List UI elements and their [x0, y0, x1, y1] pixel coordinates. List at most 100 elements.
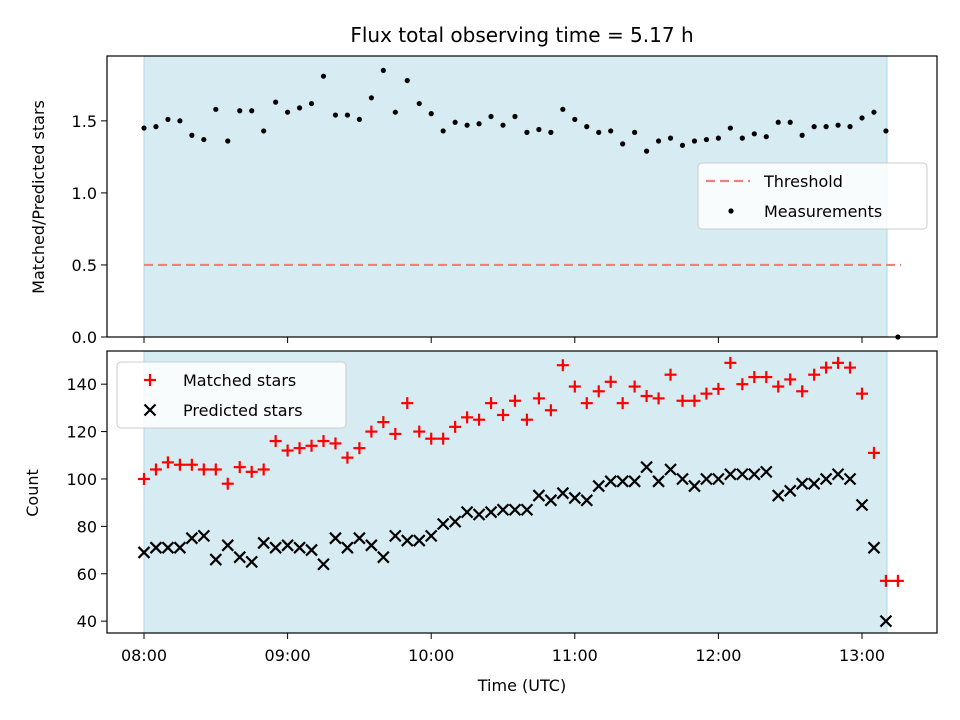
bottom-panel-point-1-47	[688, 394, 701, 407]
bottom-panel-point-2-14-b	[293, 541, 306, 554]
bottom-panel-point-1-15	[305, 439, 318, 452]
bottom-panel-point-1-9	[233, 461, 246, 474]
top-panel-point-1-21	[380, 67, 386, 74]
bottom-panel-point-1-26	[437, 432, 450, 445]
bottom-panel-point-2-57-b	[807, 477, 821, 490]
top-panel-point-1-4	[177, 118, 183, 124]
bottom-panel-point-2-55	[783, 484, 797, 498]
bottom-panel-legend-swatch-2	[143, 403, 157, 417]
bottom-panel-point-2-62	[867, 541, 881, 554]
bottom-panel-point-2-62-b	[867, 541, 881, 554]
bottom-panel-point-1-17	[329, 437, 342, 450]
bottom-panel-legend-label-1: Matched stars	[183, 371, 296, 390]
bottom-panel-point-1-13	[281, 444, 294, 457]
top-panel-y-tick-label-4: 1.5	[72, 112, 97, 131]
bottom-panel-point-2-42	[628, 475, 641, 488]
bottom-panel-point-1-6	[197, 463, 210, 476]
bottom-panel-point-1-48	[700, 387, 713, 400]
top-panel-point-1-40	[608, 128, 614, 134]
bottom-panel-point-2-6-b	[197, 529, 211, 543]
bottom-panel-point-1-60	[844, 361, 857, 374]
x-tick-label-1: 08:00	[121, 646, 167, 665]
bottom-panel-point-1-37	[568, 380, 581, 393]
bottom-panel-point-2-32	[508, 503, 522, 517]
top-panel-point-1-46	[679, 142, 686, 148]
bottom-panel-point-1-35	[544, 404, 557, 417]
bottom-panel-point-1-42	[628, 380, 641, 393]
bottom-panel-point-2-26-b	[436, 517, 450, 531]
bottom-panel-point-2-49-b	[712, 472, 725, 486]
bottom-panel-point-2-29	[472, 508, 486, 521]
bottom-panel-point-1-4	[173, 458, 186, 471]
bottom-panel-legend-swatch-2-b	[143, 403, 157, 417]
top-panel-frame	[106, 55, 938, 338]
bottom-panel-point-1-2	[149, 463, 162, 476]
bottom-panel-point-1-54	[772, 380, 785, 393]
top-panel-point-1-52	[751, 131, 757, 137]
bottom-panel-point-2-1-b	[137, 546, 151, 559]
bottom-panel-point-2-51-b	[736, 467, 749, 481]
top-panel-point-1-37	[572, 116, 578, 123]
top-panel-point-1-33	[524, 129, 530, 135]
bottom-panel-point-1-1	[138, 472, 150, 485]
bottom-panel-point-2-2-b	[149, 541, 163, 554]
bottom-panel-point-2-43	[640, 460, 653, 474]
bottom-panel-point-2-59	[831, 467, 845, 481]
bottom-panel-point-2-17-b	[329, 531, 342, 545]
top-panel-series-1	[141, 67, 901, 340]
bottom-panel-point-1-40	[604, 375, 617, 388]
top-panel-point-1-11	[261, 128, 267, 134]
bottom-panel-point-1-46	[676, 394, 689, 407]
bottom-panel-y-tick-label-1: 40	[77, 612, 97, 631]
bottom-panel-point-1-12	[269, 435, 282, 448]
bottom-panel-point-2-24-b	[412, 534, 426, 547]
bottom-panel-y-tick-label-6: 140	[66, 375, 97, 394]
bottom-panel-point-1-3	[161, 456, 174, 469]
bottom-panel-point-2-48-b	[700, 472, 713, 486]
top-panel-legend: Threshold Measurements	[697, 162, 928, 230]
bottom-panel-point-2-37-b	[568, 491, 582, 505]
bottom-panel-point-2-42-b	[628, 475, 641, 488]
top-panel-point-1-12	[273, 99, 279, 105]
bottom-panel-point-2-63	[879, 614, 893, 628]
bottom-panel-point-2-9	[233, 550, 247, 564]
bottom-panel-point-1-8	[221, 477, 234, 490]
bottom-panel-point-2-43-b	[640, 460, 653, 474]
bottom-panel-point-2-7	[209, 553, 223, 566]
top-panel-point-1-43	[644, 148, 650, 154]
top-panel-point-1-59	[835, 122, 841, 128]
bottom-panel-point-2-35	[544, 494, 558, 507]
bottom-panel-point-2-21	[377, 550, 390, 564]
top-panel-point-1-6	[201, 136, 207, 143]
bottom-panel-point-1-31	[497, 408, 509, 421]
top-panel-point-1-60	[847, 124, 853, 130]
bottom-panel-y-tick-label-5: 120	[66, 423, 97, 442]
bottom-panel-point-1-5	[185, 458, 198, 471]
top-panel-point-1-28	[464, 122, 470, 128]
bottom-panel-point-1-58	[820, 361, 833, 374]
bottom-panel-point-2-8-b	[221, 539, 235, 552]
top-panel-point-1-54	[775, 119, 781, 125]
bottom-panel-point-2-56-b	[795, 477, 809, 490]
bottom-panel-point-2-25	[424, 529, 438, 543]
bottom-panel-point-2-17	[329, 531, 342, 545]
bottom-panel-point-2-19-b	[353, 531, 366, 545]
bottom-panel-point-2-39-b	[592, 479, 606, 493]
top-panel-point-1-41	[620, 141, 626, 147]
bottom-panel-point-1-38	[580, 397, 593, 410]
top-panel: 0.0 0.5 1.0 1.5 Threshold Measurements	[72, 55, 938, 347]
bottom-panel-point-2-38	[580, 494, 594, 507]
bottom-panel-point-2-40	[604, 475, 617, 488]
bottom-panel-point-2-57	[807, 477, 821, 490]
bottom-panel-point-2-36	[556, 486, 570, 500]
top-panel-point-1-26	[440, 128, 446, 134]
bottom-panel-point-1-33	[520, 413, 533, 426]
bottom-panel-point-2-37	[568, 491, 582, 505]
x-tick-label-2: 09:00	[265, 646, 311, 665]
bottom-panel-point-1-59	[832, 356, 845, 369]
bottom-panel-point-1-39	[592, 385, 605, 398]
bottom-panel-point-2-54	[771, 489, 785, 502]
bottom-panel-point-2-63-b	[879, 614, 893, 628]
top-panel-point-1-23	[404, 77, 410, 84]
